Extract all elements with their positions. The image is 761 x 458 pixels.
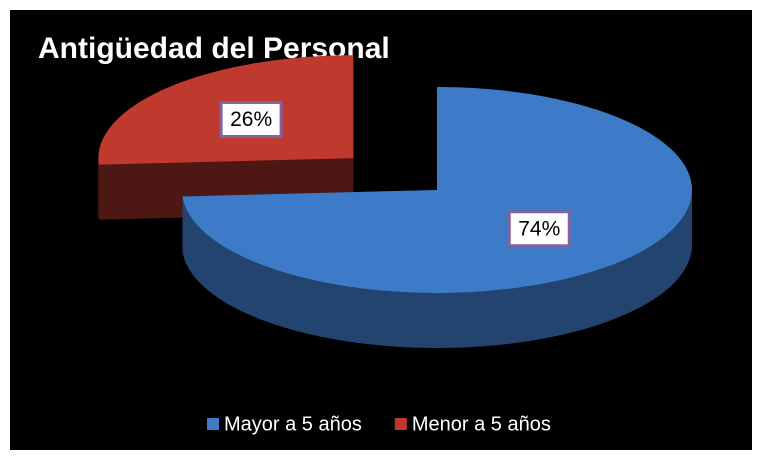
data-label: 74%: [518, 217, 560, 240]
legend-label: Mayor a 5 años: [224, 413, 362, 435]
slice-side: [182, 190, 692, 348]
legend-swatch: [207, 418, 219, 430]
legend-label: Menor a 5 años: [412, 413, 551, 435]
slice-side: [98, 158, 99, 220]
data-label: 26%: [230, 108, 272, 131]
legend-swatch: [394, 418, 407, 430]
data-label-box: [219, 100, 283, 138]
data-label-box: [507, 210, 571, 248]
